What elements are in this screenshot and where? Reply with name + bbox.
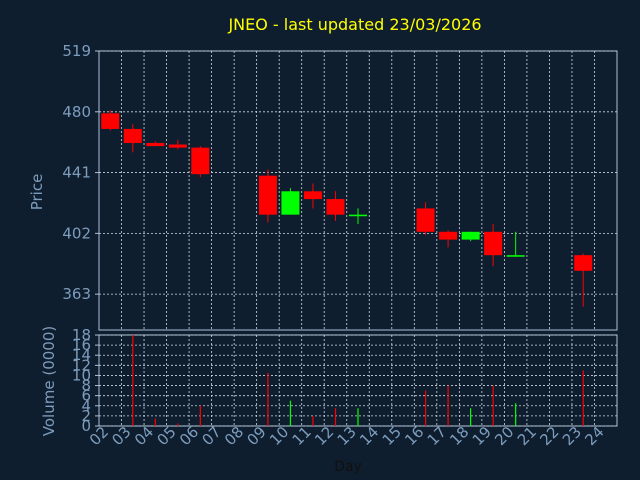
volume-tick-label: 6: [81, 387, 91, 405]
chart-title: JNEO - last updated 23/03/2026: [227, 15, 481, 34]
price-panel: 363 402 441 480 519: [62, 42, 618, 331]
candle-body: [439, 231, 458, 240]
candle-body: [349, 214, 367, 217]
price-tick-label: 402: [62, 224, 91, 242]
candle-body: [191, 147, 210, 175]
volume-axis-label: Volume (0000): [40, 326, 58, 436]
candle-body: [506, 255, 525, 257]
volume-tick-label: 4: [81, 397, 91, 415]
candle-body: [461, 231, 480, 240]
price-tick-label: 519: [62, 42, 91, 60]
candle-body: [168, 144, 187, 148]
price-tick-label: 363: [62, 285, 91, 303]
x-tick-label: 24: [581, 423, 607, 449]
volume-tick-label: 8: [81, 377, 91, 395]
volume-tick-label: 16: [72, 336, 91, 354]
volume-tick-label: 0: [81, 417, 91, 435]
candle-body: [146, 142, 165, 147]
volume-tick-label: 14: [72, 346, 91, 364]
volume-tick-label: 10: [72, 366, 91, 384]
candle-body: [101, 113, 120, 129]
candle-body: [258, 175, 277, 215]
volume-tick-label: 18: [72, 326, 91, 344]
candle-body: [281, 191, 300, 215]
candle-body: [123, 128, 142, 143]
candle-body: [484, 231, 503, 256]
price-tick-label: 480: [62, 103, 91, 121]
x-axis-label: Day: [334, 459, 362, 475]
volume-panel: 0246810121416180203040506070809101112131…: [72, 326, 618, 449]
candle-body: [303, 191, 322, 200]
volume-tick-label: 12: [72, 356, 91, 374]
volume-tick-label: 2: [81, 407, 91, 425]
price-plot-frame: [98, 50, 618, 331]
candle-body: [416, 208, 435, 232]
price-axis-label: Price: [28, 174, 46, 211]
price-tick-label: 441: [62, 164, 91, 182]
candle-body: [326, 199, 345, 215]
candle-body: [574, 255, 593, 271]
